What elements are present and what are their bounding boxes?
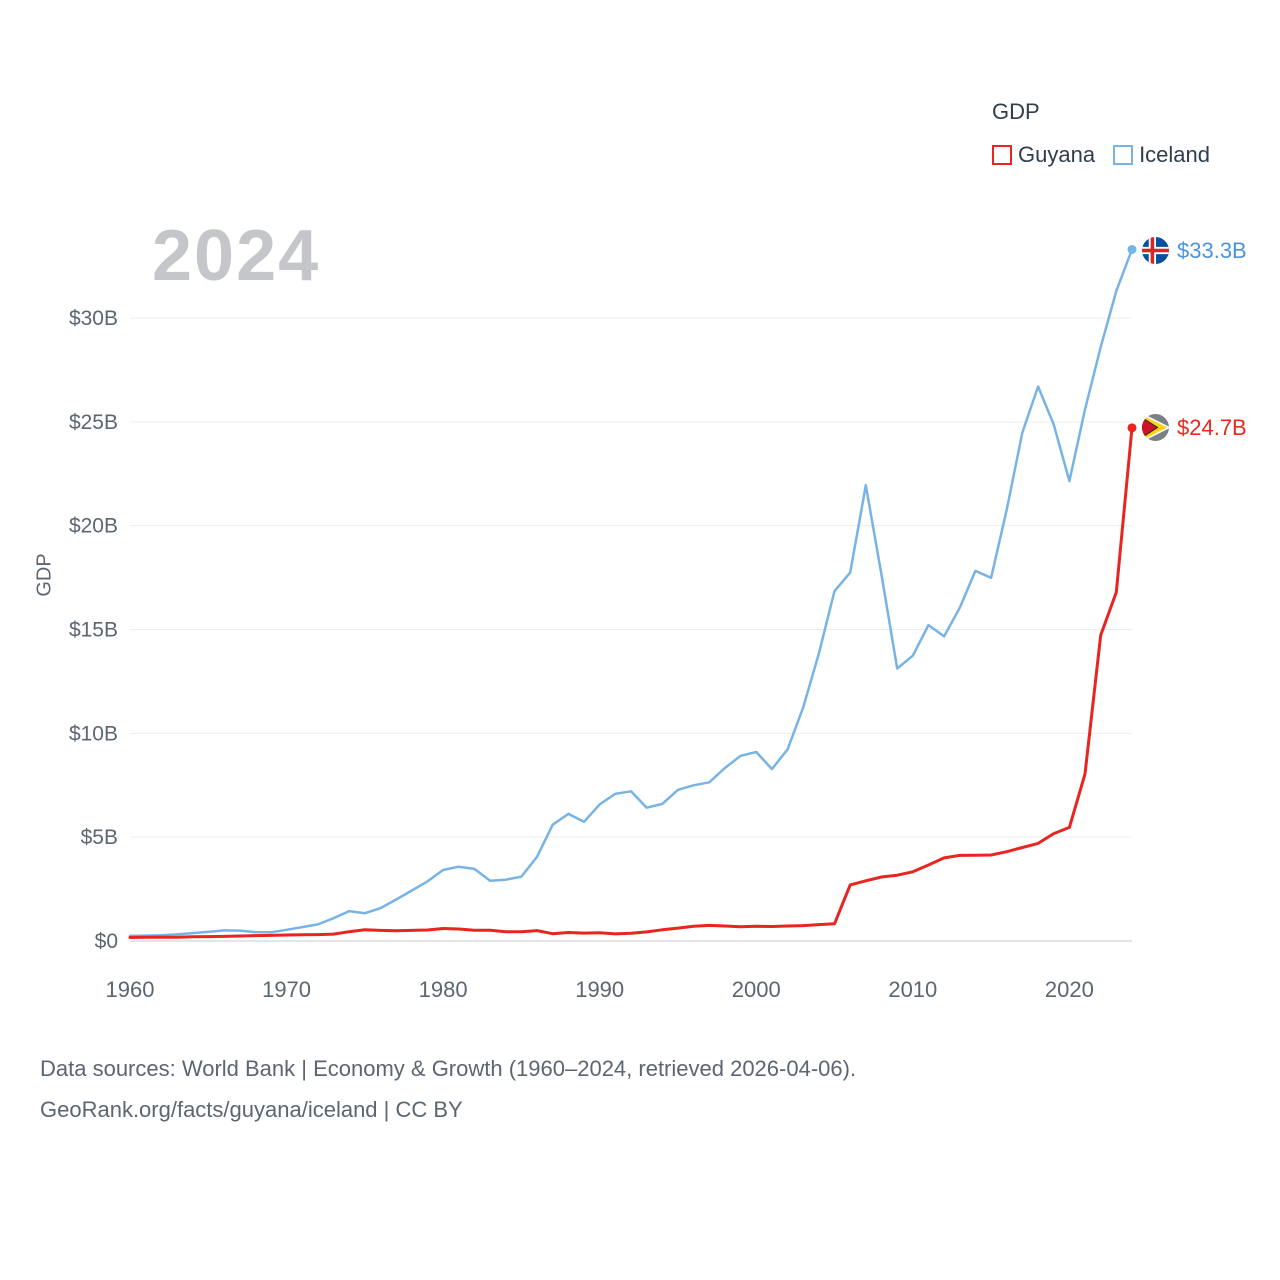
iceland-swatch: [1113, 145, 1134, 165]
legend-label-guyana: Guyana: [1018, 142, 1096, 167]
y-tick-label: $5B: [81, 826, 118, 849]
y-tick-label: $30B: [69, 307, 118, 330]
y-tick-label: $0: [95, 930, 118, 953]
legend: Guyana Iceland: [992, 142, 1210, 168]
watermark-year: 2024: [152, 216, 321, 296]
y-tick-label: $25B: [69, 411, 118, 434]
x-tick-label: 1960: [106, 977, 155, 1002]
x-tick-label: 2020: [1045, 977, 1094, 1002]
footer: Data sources: World Bank | Economy & Gro…: [40, 1048, 856, 1130]
x-tick-label: 1980: [419, 977, 468, 1002]
guyana-flag-icon: [1142, 414, 1169, 441]
y-tick-label: $15B: [69, 619, 118, 642]
legend-title: GDP: [992, 99, 1040, 124]
end-label-guyana: $24.7B: [1142, 414, 1247, 441]
legend-item-guyana[interactable]: Guyana: [992, 142, 1095, 168]
x-tick-label: 2000: [732, 977, 781, 1002]
guyana-line: [128, 426, 1134, 939]
end-label-iceland: $33.3B: [1142, 237, 1247, 264]
legend-label-iceland: Iceland: [1139, 142, 1211, 167]
end-label-iceland-value: $33.3B: [1177, 237, 1247, 263]
footer-attribution-line[interactable]: GeoRank.org/facts/guyana/iceland | CC BY: [40, 1097, 463, 1122]
y-tick-label: $20B: [69, 515, 118, 538]
guyana-endpoint-dot: [1127, 423, 1137, 433]
iceland-line: [128, 248, 1134, 938]
guyana-swatch: [992, 145, 1012, 165]
x-tick-label: 1990: [575, 977, 624, 1002]
end-label-guyana-value: $24.7B: [1177, 414, 1247, 440]
x-tick-label: 2010: [888, 977, 937, 1002]
y-tick-label: $10B: [69, 722, 118, 745]
iceland-flag-icon: [1142, 237, 1169, 264]
legend-item-iceland[interactable]: Iceland: [1113, 142, 1210, 168]
iceland-endpoint-dot: [1127, 244, 1137, 254]
footer-sources-line: Data sources: World Bank | Economy & Gro…: [40, 1056, 857, 1081]
x-tick-label: 1970: [262, 977, 311, 1002]
